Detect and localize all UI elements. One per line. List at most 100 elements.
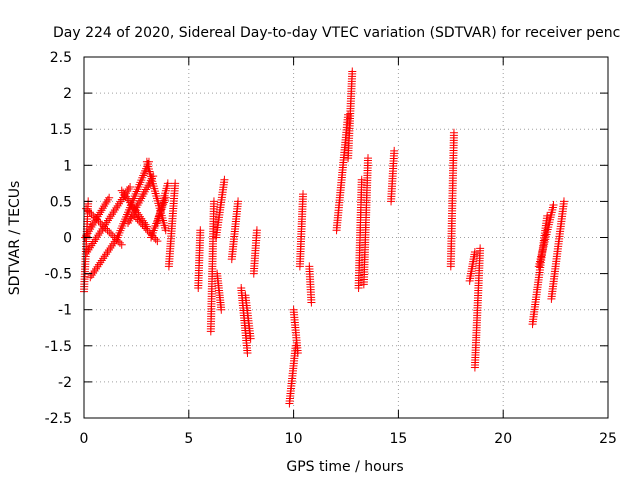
data-point xyxy=(116,226,125,235)
data-point xyxy=(126,182,135,191)
data-point xyxy=(109,208,118,217)
data-point xyxy=(139,171,148,180)
data-point xyxy=(87,271,96,280)
data-point xyxy=(136,219,145,228)
data-point xyxy=(136,178,145,187)
data-point xyxy=(101,200,110,209)
data-point xyxy=(234,197,243,206)
y-tick-label: 2 xyxy=(63,86,72,102)
data-point xyxy=(86,273,95,282)
data-point xyxy=(132,187,141,196)
data-point xyxy=(103,195,112,204)
data-point xyxy=(102,250,111,259)
data-point xyxy=(171,179,180,188)
x-tick-label: 10 xyxy=(285,431,303,447)
y-tick-label: -0.5 xyxy=(45,267,72,283)
data-point xyxy=(135,217,144,226)
data-point xyxy=(449,128,458,137)
data-point xyxy=(109,239,118,248)
data-point xyxy=(83,229,92,238)
data-point xyxy=(102,218,111,227)
axis-ticks xyxy=(83,56,609,419)
grid xyxy=(84,57,608,418)
x-tick-label: 15 xyxy=(389,431,407,447)
chart-title: Day 224 of 2020, Sidereal Day-to-day VTE… xyxy=(53,25,620,41)
data-point xyxy=(104,246,113,255)
data-point xyxy=(119,188,128,197)
data-point xyxy=(97,256,106,265)
data-point xyxy=(124,185,133,194)
data-point xyxy=(110,206,119,215)
data-point xyxy=(559,197,568,206)
data-point xyxy=(112,235,121,244)
data-point xyxy=(138,173,147,182)
data-point xyxy=(126,198,135,207)
data-point xyxy=(106,243,115,252)
data-point xyxy=(141,224,150,233)
data-point xyxy=(85,243,94,252)
data-point xyxy=(348,67,357,76)
data-point xyxy=(390,146,399,155)
data-point xyxy=(105,214,114,223)
data-point xyxy=(243,349,252,358)
data-point xyxy=(86,225,95,234)
data-point xyxy=(293,349,302,358)
axis-tick-labels: -2.5 -2 -1.5 -1 -0.5 0 0.5 1 1.5 2 2.5 0 5 10 15 20 25 xyxy=(45,50,617,447)
y-tick-label: 0.5 xyxy=(50,194,72,210)
y-tick-label: -1 xyxy=(58,303,72,319)
data-point xyxy=(123,194,132,203)
data-point xyxy=(97,226,106,235)
data-point xyxy=(252,226,261,235)
y-tick-label: 2.5 xyxy=(50,50,72,66)
data-point xyxy=(88,220,97,229)
data-point xyxy=(116,197,125,206)
data-point xyxy=(100,202,109,211)
data-points xyxy=(80,67,568,408)
data-point xyxy=(107,241,116,250)
data-point xyxy=(549,201,558,210)
data-point xyxy=(135,180,144,189)
data-point xyxy=(87,223,96,232)
data-point xyxy=(137,176,146,185)
data-point xyxy=(124,196,133,205)
data-point xyxy=(106,212,115,221)
data-point xyxy=(103,248,112,257)
data-point xyxy=(105,228,114,237)
data-point xyxy=(110,237,119,246)
data-point xyxy=(299,190,308,199)
data-point xyxy=(357,175,366,184)
data-point xyxy=(131,213,140,222)
data-point xyxy=(113,201,122,210)
data-point xyxy=(84,245,93,254)
y-tick-label: -1.5 xyxy=(45,339,72,355)
data-point xyxy=(85,208,94,217)
plot-frame xyxy=(83,56,609,419)
data-point xyxy=(140,222,149,231)
data-point xyxy=(476,244,485,253)
data-point xyxy=(151,235,160,244)
data-point xyxy=(115,238,124,247)
data-point xyxy=(115,199,124,208)
data-point xyxy=(220,175,229,184)
data-point xyxy=(97,206,106,215)
data-point xyxy=(217,305,226,314)
data-point xyxy=(209,197,218,206)
data-point xyxy=(88,239,97,248)
data-point xyxy=(102,197,111,206)
data-point xyxy=(90,237,99,246)
data-point xyxy=(87,210,96,219)
y-axis-title: SDTVAR / TECUs xyxy=(7,181,23,296)
data-point xyxy=(120,190,129,199)
data-point xyxy=(117,186,126,195)
data-point xyxy=(153,237,162,246)
data-point xyxy=(103,216,112,225)
data-point xyxy=(364,154,373,163)
data-point xyxy=(90,266,99,275)
y-tick-label: -2 xyxy=(58,375,72,391)
y-tick-label: 0 xyxy=(63,231,72,247)
data-point xyxy=(105,193,114,202)
data-point xyxy=(92,215,101,224)
data-point xyxy=(94,217,103,226)
data-point xyxy=(82,204,91,213)
